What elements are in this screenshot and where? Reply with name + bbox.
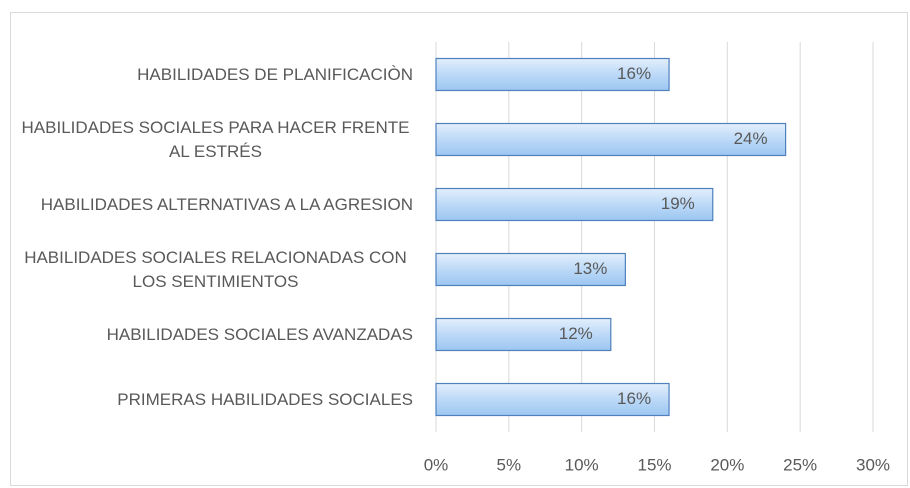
y-tick-label: HABILIDADES SOCIALES RELACIONADAS CON LO… [24, 247, 407, 291]
bar [435, 187, 714, 222]
data-label: 19% [661, 194, 695, 213]
bar [435, 252, 626, 287]
bar [435, 317, 612, 352]
data-label: 13% [573, 259, 607, 278]
bar [435, 382, 670, 417]
x-tick-label: 15% [637, 455, 671, 474]
bar [435, 57, 670, 92]
y-tick-label: PRIMERAS HABILIDADES SOCIALES [117, 389, 413, 409]
data-label: 16% [617, 389, 651, 408]
x-tick-label: 5% [497, 455, 522, 474]
y-tick-label: HABILIDADES DE PLANIFICACIÒN [137, 64, 413, 84]
y-tick-label: HABILIDADES SOCIALES AVANZADAS [106, 324, 413, 344]
bar [435, 122, 787, 157]
data-label: 12% [559, 324, 593, 343]
x-tick-label: 30% [856, 455, 890, 474]
y-tick-label: HABILIDADES ALTERNATIVAS A LA AGRESION [40, 194, 413, 214]
y-tick-label: HABILIDADES SOCIALES PARA HACER FRENTE A… [21, 117, 410, 161]
data-label: 16% [617, 64, 651, 83]
data-label: 24% [734, 129, 768, 148]
x-tick-label: 25% [783, 455, 817, 474]
x-tick-label: 20% [710, 455, 744, 474]
x-tick-label: 10% [565, 455, 599, 474]
x-tick-label: 0% [424, 455, 449, 474]
